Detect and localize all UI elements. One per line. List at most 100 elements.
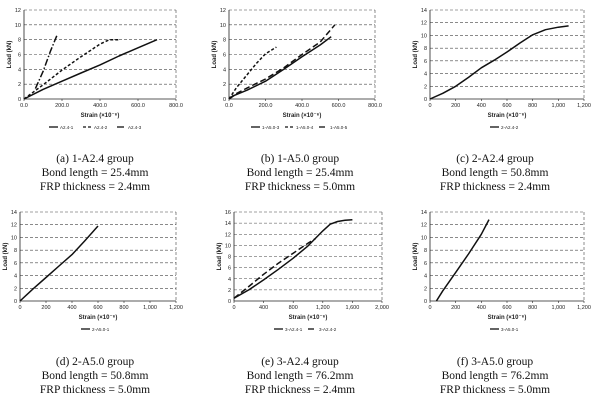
y-tick-label: 10 (225, 243, 231, 249)
y-tick-label: 2 (228, 288, 231, 294)
series-line (23, 39, 158, 100)
y-tick-label: 10 (11, 235, 17, 241)
x-tick-label: 200.0 (55, 103, 69, 109)
x-tick-label: 1,200 (316, 305, 330, 311)
legend-label: 3-A2.4-1 (285, 327, 303, 332)
x-tick-label: 800.0 (169, 103, 183, 109)
y-axis-title: Load (kN) (212, 41, 218, 69)
panel-caption-line: (b) 1-A5.0 group (261, 153, 339, 165)
x-tick-label: 400 (477, 103, 486, 109)
y-tick-label: 4 (424, 72, 427, 78)
y-axis-title: Load (kN) (7, 41, 13, 69)
panel-caption-line: Bond length = 76.2mm (247, 370, 354, 382)
x-tick-label: 600.0 (131, 103, 145, 109)
y-tick-label: 0 (228, 299, 231, 305)
y-tick-label: 12 (421, 223, 427, 229)
y-tick-label: 8 (424, 46, 427, 52)
y-tick-label: 2 (14, 286, 17, 292)
x-tick-label: 1,600 (346, 305, 360, 311)
legend-label: 1-A5.0-4 (296, 125, 314, 130)
y-tick-label: 14 (421, 210, 427, 216)
y-tick-label: 12 (11, 223, 17, 229)
legend-label: 2-A5.0-1 (92, 327, 110, 332)
legend-label: A2.4-3 (128, 125, 142, 130)
x-tick-label: 800 (289, 305, 298, 311)
x-tick-label: 1,000 (143, 305, 157, 311)
chart-panel: 0 2 4 6 8 10 12 14 0 200 400 600 800 1,000 1,200 Strain… (413, 8, 591, 193)
y-tick-label: 16 (225, 210, 231, 216)
y-axis-title: Load (kN) (413, 243, 419, 271)
chart-panel: 0 2 4 6 8 10 12 0.0 200.0 400.0 600.0 800.0 Strain (… (7, 8, 183, 193)
y-tick-label: 6 (14, 261, 17, 267)
x-tick-label: 1,000 (551, 305, 565, 311)
x-tick-label: 200 (451, 103, 460, 109)
series-line (435, 219, 490, 302)
panel-caption-line: Bond length = 50.8mm (442, 167, 549, 179)
y-tick-label: 2 (18, 82, 21, 88)
series-line (228, 24, 336, 100)
y-tick-label: 4 (18, 67, 21, 73)
x-axis-title: Strain (×10⁻⁶) (283, 113, 322, 119)
panel-caption-line: (f) 3-A5.0 group (457, 356, 534, 368)
chart-panel: 0 2 4 6 8 10 12 14 16 0 400 800 1,200 1,600 2,000 Strai… (217, 210, 389, 396)
y-tick-label: 2 (223, 82, 226, 88)
y-tick-label: 8 (228, 255, 231, 261)
panel-caption-line: FRP thickness = 2.4mm (245, 384, 355, 396)
y-tick-label: 6 (223, 53, 226, 59)
series-line (19, 225, 99, 302)
x-tick-label: 0 (232, 305, 235, 311)
y-tick-label: 12 (225, 232, 231, 238)
x-tick-label: 800 (528, 305, 537, 311)
y-tick-label: 0 (18, 97, 21, 103)
x-tick-label: 400 (67, 305, 76, 311)
series-line (34, 34, 58, 89)
x-tick-label: 600 (93, 305, 102, 311)
y-tick-label: 8 (14, 248, 17, 254)
panel-caption-line: Bond length = 76.2mm (442, 370, 549, 382)
y-tick-label: 0 (424, 97, 427, 103)
chart-panel: 0 2 4 6 8 10 12 0.0 200.0 400.0 600.0 800.0 Strain (… (212, 8, 382, 193)
x-tick-label: 400.0 (295, 103, 309, 109)
series-line (228, 46, 277, 100)
x-tick-label: 400 (477, 305, 486, 311)
x-tick-label: 600.0 (332, 103, 346, 109)
x-axis-title: Strain (×10⁻⁶) (289, 315, 328, 321)
x-tick-label: 800.0 (368, 103, 382, 109)
y-tick-label: 6 (424, 261, 427, 267)
y-axis-title: Load (kN) (413, 41, 419, 69)
x-axis-title: Strain (×10⁻⁶) (81, 113, 120, 119)
panel-caption-line: (e) 3-A2.4 group (261, 356, 339, 368)
x-tick-label: 2,000 (375, 305, 389, 311)
series-line (233, 219, 353, 299)
series-line (228, 36, 332, 100)
panel-caption-line: Bond length = 25.4mm (247, 167, 354, 179)
x-tick-label: 800 (528, 103, 537, 109)
x-tick-label: 800 (119, 305, 128, 311)
y-tick-label: 4 (228, 277, 231, 283)
x-tick-label: 200.0 (259, 103, 273, 109)
panel-caption-line: FRP thickness = 5.0mm (40, 384, 150, 396)
y-tick-label: 0 (424, 299, 427, 305)
panel-caption-line: FRP thickness = 2.4mm (40, 181, 150, 193)
y-tick-label: 8 (424, 248, 427, 254)
x-axis-title: Strain (×10⁻⁶) (488, 113, 527, 119)
y-tick-label: 6 (424, 59, 427, 65)
series-line (233, 238, 316, 299)
x-tick-label: 1,200 (577, 305, 591, 311)
panel-caption-line: Bond length = 25.4mm (42, 167, 149, 179)
x-tick-label: 1,000 (551, 103, 565, 109)
legend-label: 1-A5.0-5 (330, 125, 348, 130)
x-tick-label: 0.0 (225, 103, 233, 109)
series-line (23, 38, 119, 100)
y-tick-label: 12 (421, 21, 427, 27)
x-tick-label: 400.0 (93, 103, 107, 109)
panel-caption-line: (d) 2-A5.0 group (56, 356, 134, 368)
y-tick-label: 12 (220, 8, 226, 14)
y-tick-label: 10 (421, 235, 427, 241)
y-tick-label: 14 (225, 221, 231, 227)
x-tick-label: 200 (451, 305, 460, 311)
panel-caption-line: (c) 2-A2.4 group (456, 153, 534, 165)
series-line (429, 25, 569, 100)
y-tick-label: 10 (220, 23, 226, 29)
y-axis-title: Load (kN) (3, 243, 9, 271)
